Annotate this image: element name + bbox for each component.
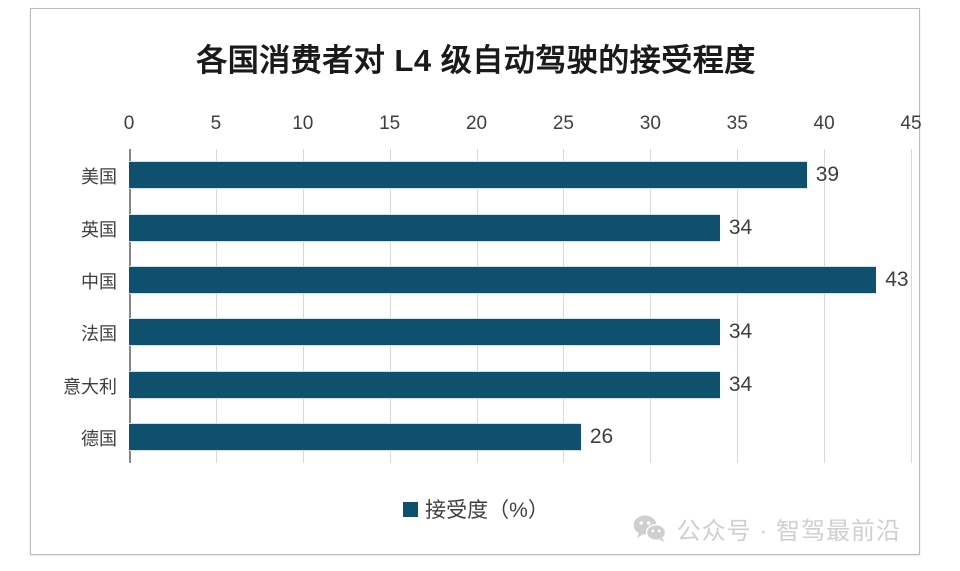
- x-tick-label: 30: [639, 113, 661, 134]
- x-tick-label: 10: [292, 113, 314, 134]
- bar-value-label: 34: [728, 215, 753, 239]
- gridline: [389, 149, 391, 463]
- category-label-意大利: 意大利: [63, 376, 117, 397]
- bar-row: 39: [129, 161, 911, 190]
- gridline: [911, 149, 912, 463]
- x-tick-label: 45: [900, 113, 922, 134]
- bar-美国[interactable]: [129, 161, 807, 190]
- bar-value-label: 43: [885, 267, 909, 291]
- gridline: [824, 149, 826, 463]
- gridline: [302, 149, 304, 463]
- bar-value-label: 34: [728, 320, 753, 344]
- chart-legend: 接受度（%）: [31, 494, 921, 524]
- bar-法国[interactable]: [129, 318, 720, 347]
- category-label-德国: 德国: [81, 428, 117, 449]
- category-label-英国: 英国: [81, 219, 117, 240]
- category-label-美国: 美国: [81, 167, 117, 188]
- bar-意大利[interactable]: [129, 370, 720, 399]
- gridline: [476, 149, 478, 463]
- watermark: 公众号 · 智驾最前沿: [633, 511, 901, 546]
- bar-英国[interactable]: [129, 213, 720, 242]
- watermark-text: 公众号 · 智驾最前沿: [676, 518, 901, 545]
- category-label-法国: 法国: [81, 324, 117, 345]
- value-axis-line: [129, 149, 131, 463]
- legend-label: 接受度（%）: [425, 499, 549, 522]
- x-tick-label: 5: [210, 113, 222, 134]
- bar-value-label: 34: [728, 372, 753, 396]
- plot-area: 39 34 43 34 34 26: [129, 149, 912, 463]
- x-tick-label: 0: [123, 113, 135, 134]
- bar-row: 34: [129, 213, 911, 242]
- chart-frame: 各国消费者对 L4 级自动驾驶的接受程度 0 5 10 15 20 25 30 35 40 45 …: [30, 8, 922, 555]
- x-tick-label: 35: [726, 113, 748, 134]
- gridline: [215, 149, 217, 463]
- gridline: [737, 149, 739, 463]
- legend-swatch-icon: [403, 501, 419, 517]
- bar-row: 34: [129, 370, 911, 399]
- bar-德国[interactable]: [129, 422, 581, 451]
- gridline: [563, 149, 565, 463]
- x-tick-label: 15: [379, 113, 401, 134]
- bar-row: 26: [129, 422, 911, 451]
- bar-value-label: 26: [589, 424, 614, 448]
- bar-row: 43: [129, 265, 911, 294]
- gridline: [650, 149, 652, 463]
- chart-title: 各国消费者对 L4 级自动驾驶的接受程度: [196, 43, 756, 78]
- wechat-icon: [633, 515, 667, 542]
- x-tick-label: 40: [813, 113, 835, 134]
- x-tick-label: 20: [465, 113, 488, 134]
- bar-value-label: 39: [815, 163, 840, 187]
- x-tick-label: 25: [552, 113, 574, 134]
- bar-中国[interactable]: [129, 265, 877, 294]
- bar-row: 34: [129, 318, 911, 347]
- category-label-中国: 中国: [81, 271, 117, 292]
